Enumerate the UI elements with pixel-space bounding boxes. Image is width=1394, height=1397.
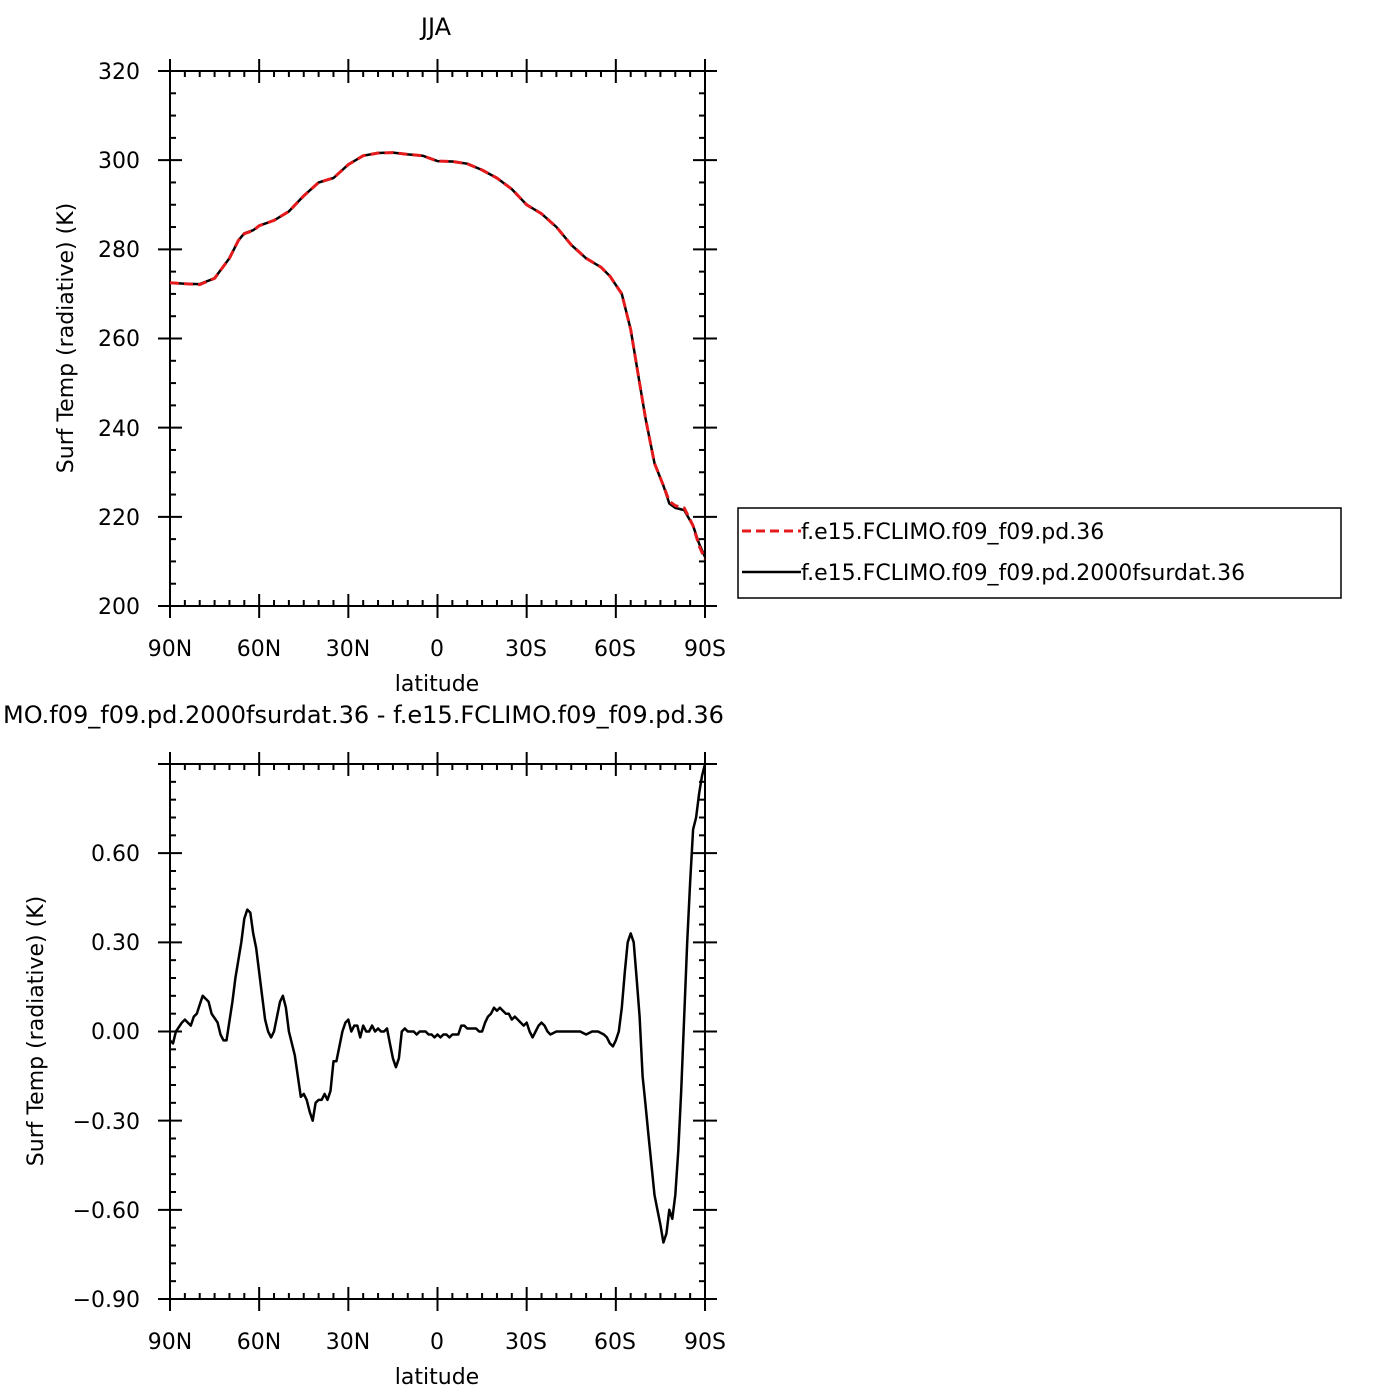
top-series-line-pd36: [169, 151, 707, 560]
bottom-y-tick-label: 0.30: [91, 931, 140, 956]
bottom-x-tick-label: 30S: [505, 1330, 547, 1355]
top-chart-title: JJA: [419, 13, 452, 41]
top-x-tick-label: 30S: [505, 637, 547, 662]
top-x-tick-label: 60N: [237, 637, 281, 662]
top-plot-frame: [169, 70, 706, 607]
bottom-x-axis-label: latitude: [395, 1365, 479, 1390]
top-x-axis-label: latitude: [395, 672, 479, 697]
top-y-tick-label: 220: [98, 506, 140, 531]
bottom-x-tick-label: 90N: [148, 1330, 192, 1355]
top-series-line-2000fsurdat: [169, 151, 707, 558]
top-x-tick-label: 0: [430, 637, 444, 662]
legend: f.e15.FCLIMO.f09_f09.pd.36 f.e15.FCLIMO.…: [737, 507, 1342, 599]
bottom-plot-frame: [169, 763, 706, 1300]
bottom-ticks: [158, 752, 717, 1311]
top-y-tick-label: 280: [98, 238, 140, 263]
top-x-tick-label: 90N: [148, 637, 192, 662]
bottom-y-tick-label: 0.00: [91, 1020, 140, 1045]
bottom-x-tick-label: 0: [430, 1330, 444, 1355]
top-y-axis-label: Surf Temp (radiative) (K): [54, 203, 79, 473]
bottom-x-tick-label: 60N: [237, 1330, 281, 1355]
top-ticks: [158, 59, 717, 618]
top-x-tick-label: 60S: [594, 637, 636, 662]
bottom-y-tick-label: −0.60: [73, 1199, 140, 1224]
top-y-tick-label: 200: [98, 595, 140, 620]
legend-label-2000fsurdat: f.e15.FCLIMO.f09_f09.pd.2000fsurdat.36: [801, 561, 1245, 586]
top-x-tick-label: 30N: [326, 637, 370, 662]
bottom-x-tick-label: 90S: [684, 1330, 726, 1355]
bottom-difference-line: [169, 763, 707, 1244]
bottom-x-tick-label: 30N: [326, 1330, 370, 1355]
bottom-panel: MO.f09_f09.pd.2000fsurdat.36 - f.e15.FCL…: [3, 701, 726, 1390]
top-x-tick-label: 90S: [684, 637, 726, 662]
bottom-y-tick-label: 0.60: [91, 842, 140, 867]
bottom-chart-title: MO.f09_f09.pd.2000fsurdat.36 - f.e15.FCL…: [3, 701, 724, 729]
legend-box: [737, 507, 1342, 599]
top-y-tick-label: 260: [98, 327, 140, 352]
legend-label-pd36: f.e15.FCLIMO.f09_f09.pd.36: [801, 520, 1104, 545]
bottom-x-tick-label: 60S: [594, 1330, 636, 1355]
bottom-y-tick-label: −0.30: [73, 1110, 140, 1135]
bottom-y-axis-label: Surf Temp (radiative) (K): [24, 896, 49, 1166]
top-panel: JJA 90N 60N 30N 0 30S 60S 90S 200 220 24…: [54, 13, 726, 697]
top-y-tick-label: 300: [98, 149, 140, 174]
bottom-y-tick-label: −0.90: [73, 1288, 140, 1313]
top-y-tick-label: 240: [98, 417, 140, 442]
top-y-tick-label: 320: [98, 60, 140, 85]
